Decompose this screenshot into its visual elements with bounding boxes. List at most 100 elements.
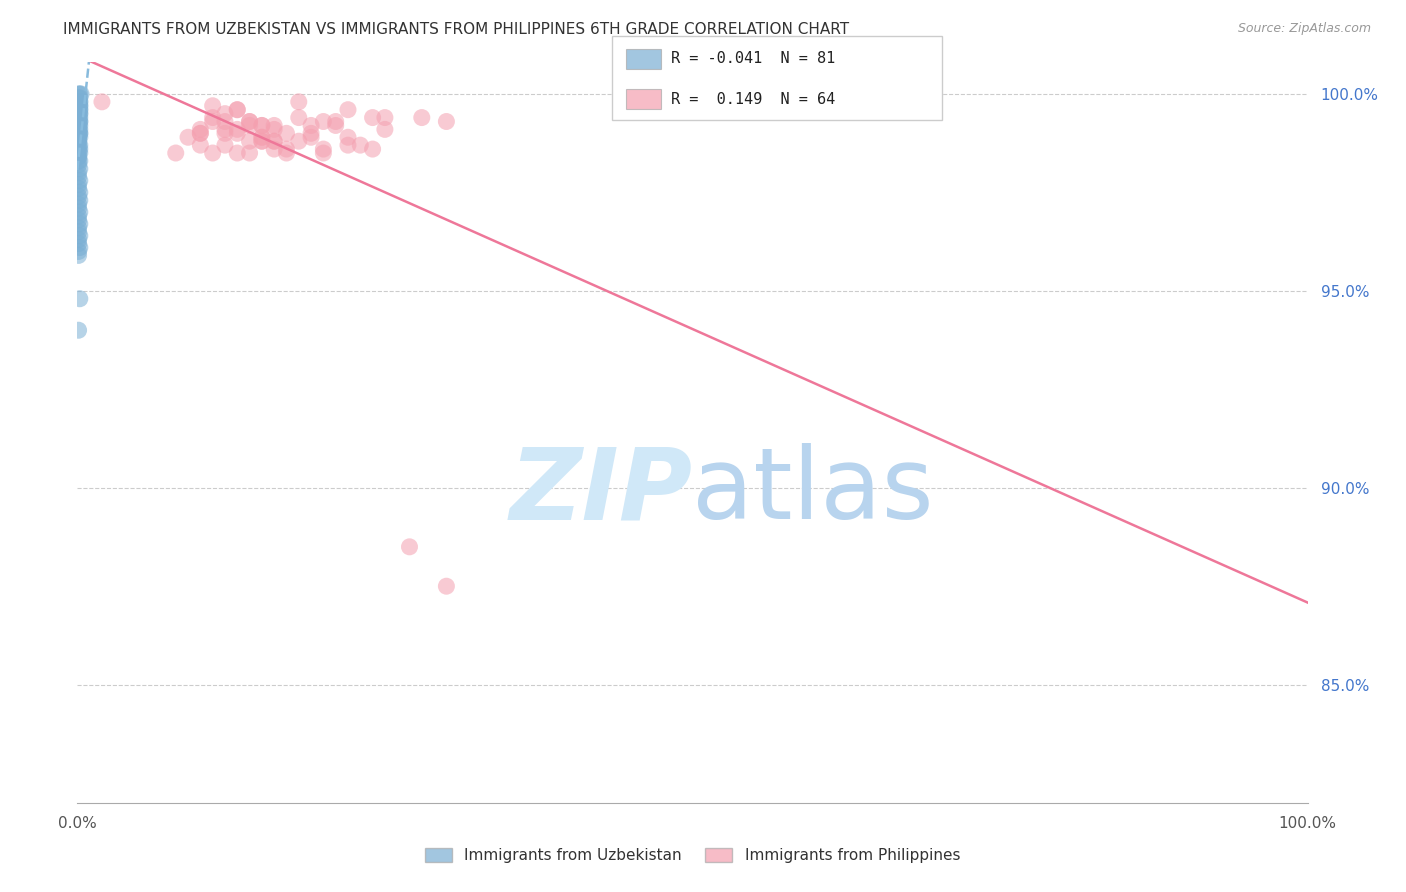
- Point: [250, 119, 273, 133]
- Point: [288, 95, 311, 109]
- Point: [263, 119, 285, 133]
- Point: [90, 95, 114, 109]
- Point: [67, 150, 90, 164]
- Point: [250, 134, 273, 148]
- Point: [69, 87, 91, 101]
- Point: [69, 292, 91, 306]
- Point: [188, 126, 212, 140]
- Point: [288, 111, 311, 125]
- Point: [67, 138, 90, 153]
- Point: [67, 150, 90, 164]
- Point: [67, 146, 90, 161]
- Point: [67, 122, 90, 136]
- Point: [226, 122, 249, 136]
- Point: [276, 142, 298, 156]
- Point: [67, 106, 90, 120]
- Point: [67, 106, 90, 120]
- Point: [276, 146, 298, 161]
- Point: [69, 106, 91, 120]
- Point: [67, 197, 90, 211]
- Point: [67, 181, 90, 195]
- Point: [67, 323, 90, 337]
- Point: [69, 103, 91, 117]
- Point: [67, 169, 90, 184]
- Point: [67, 201, 90, 215]
- Text: atlas: atlas: [693, 443, 934, 541]
- Point: [67, 103, 90, 117]
- Point: [411, 111, 433, 125]
- Point: [299, 119, 322, 133]
- Point: [69, 114, 91, 128]
- Point: [67, 103, 90, 117]
- Point: [226, 126, 249, 140]
- Point: [188, 126, 212, 140]
- Point: [67, 99, 90, 113]
- Point: [67, 178, 90, 192]
- Point: [239, 146, 262, 161]
- Point: [436, 114, 458, 128]
- Point: [337, 130, 360, 145]
- Point: [67, 153, 90, 168]
- Point: [67, 114, 90, 128]
- Point: [67, 213, 90, 227]
- Point: [312, 114, 335, 128]
- Point: [69, 106, 91, 120]
- Point: [276, 126, 298, 140]
- Point: [67, 119, 90, 133]
- Point: [361, 142, 384, 156]
- Point: [69, 126, 91, 140]
- Point: [398, 540, 420, 554]
- Point: [299, 126, 322, 140]
- Point: [263, 122, 285, 136]
- Point: [188, 138, 212, 153]
- Point: [67, 134, 90, 148]
- Point: [69, 161, 91, 176]
- Point: [239, 114, 262, 128]
- Text: IMMIGRANTS FROM UZBEKISTAN VS IMMIGRANTS FROM PHILIPPINES 6TH GRADE CORRELATION : IMMIGRANTS FROM UZBEKISTAN VS IMMIGRANTS…: [63, 22, 849, 37]
- Point: [67, 189, 90, 203]
- Point: [312, 142, 335, 156]
- Point: [214, 126, 236, 140]
- Point: [67, 158, 90, 172]
- Point: [69, 99, 91, 113]
- Point: [165, 146, 187, 161]
- Point: [67, 111, 90, 125]
- Text: Source: ZipAtlas.com: Source: ZipAtlas.com: [1237, 22, 1371, 36]
- Point: [374, 122, 396, 136]
- Point: [67, 91, 90, 105]
- Point: [226, 146, 249, 161]
- Point: [239, 114, 262, 128]
- Point: [67, 111, 90, 125]
- Text: R = -0.041  N = 81: R = -0.041 N = 81: [671, 52, 835, 66]
- Point: [69, 91, 91, 105]
- Point: [67, 236, 90, 251]
- Point: [67, 106, 90, 120]
- Point: [69, 153, 91, 168]
- Point: [312, 146, 335, 161]
- Point: [436, 579, 458, 593]
- Point: [67, 99, 90, 113]
- Point: [250, 130, 273, 145]
- Point: [214, 106, 236, 120]
- Point: [226, 103, 249, 117]
- Point: [214, 122, 236, 136]
- Point: [337, 103, 360, 117]
- Point: [69, 122, 91, 136]
- Point: [69, 205, 91, 219]
- Point: [67, 244, 90, 259]
- Point: [325, 114, 347, 128]
- Point: [67, 119, 90, 133]
- Point: [250, 130, 273, 145]
- Point: [69, 228, 91, 243]
- Point: [69, 142, 91, 156]
- Point: [263, 142, 285, 156]
- Point: [67, 225, 90, 239]
- Point: [69, 130, 91, 145]
- Point: [288, 134, 311, 148]
- Point: [250, 134, 273, 148]
- Point: [299, 130, 322, 145]
- Point: [67, 220, 90, 235]
- Point: [70, 87, 93, 101]
- Point: [69, 217, 91, 231]
- Point: [67, 130, 90, 145]
